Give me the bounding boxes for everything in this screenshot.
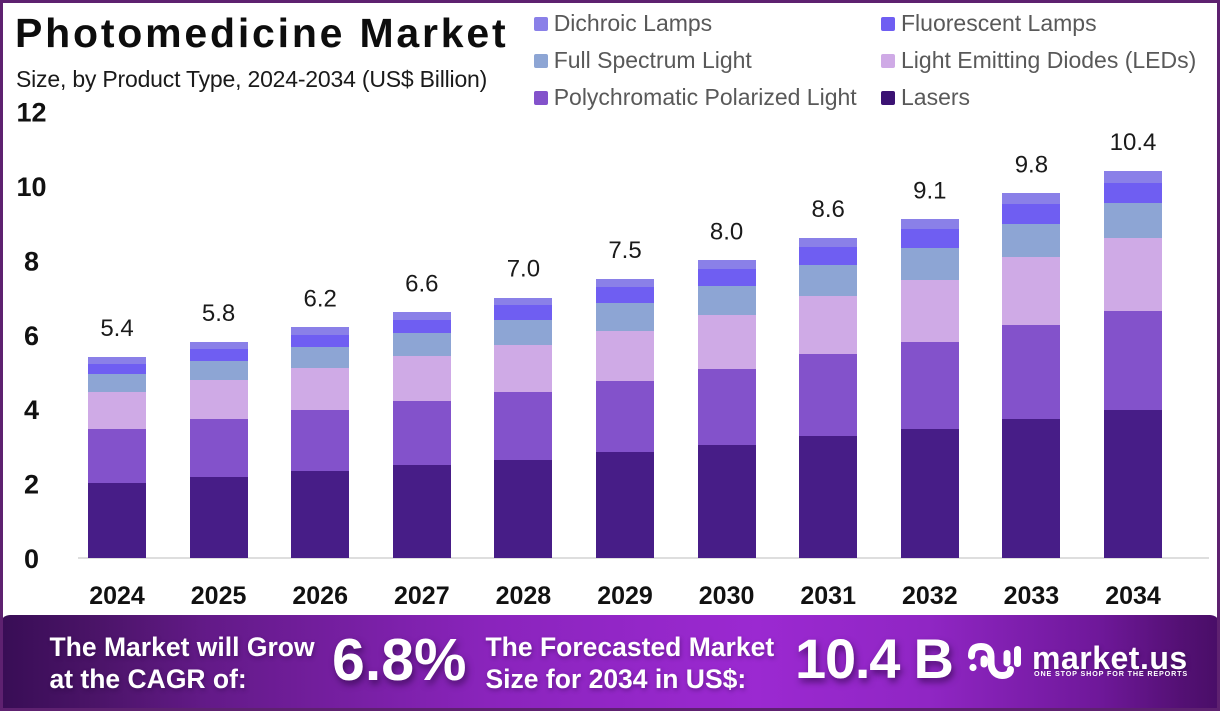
svg-text:10.4: 10.4 <box>1110 129 1157 156</box>
svg-text:2028: 2028 <box>496 582 552 610</box>
svg-text:0: 0 <box>24 544 39 574</box>
svg-text:2027: 2027 <box>394 582 450 610</box>
svg-text:2026: 2026 <box>292 582 348 610</box>
svg-text:2032: 2032 <box>902 582 958 610</box>
svg-text:6.6: 6.6 <box>405 271 438 298</box>
svg-text:8.6: 8.6 <box>812 196 845 223</box>
svg-text:2034: 2034 <box>1105 582 1161 610</box>
svg-text:6.2: 6.2 <box>304 285 337 312</box>
svg-text:10: 10 <box>16 172 46 202</box>
svg-text:9.8: 9.8 <box>1015 151 1048 178</box>
svg-text:2025: 2025 <box>191 582 247 610</box>
svg-text:5.4: 5.4 <box>100 315 133 342</box>
svg-text:7.0: 7.0 <box>507 256 540 283</box>
svg-text:7.5: 7.5 <box>608 237 641 264</box>
svg-text:2: 2 <box>24 470 39 500</box>
svg-text:5.8: 5.8 <box>202 300 235 327</box>
svg-text:12: 12 <box>16 98 46 128</box>
svg-text:2030: 2030 <box>699 582 755 610</box>
svg-text:4: 4 <box>24 395 39 425</box>
svg-text:9.1: 9.1 <box>913 178 946 205</box>
svg-text:2029: 2029 <box>597 582 653 610</box>
svg-text:8: 8 <box>24 246 39 276</box>
svg-text:6: 6 <box>24 321 39 351</box>
svg-text:2031: 2031 <box>800 582 856 610</box>
svg-text:8.0: 8.0 <box>710 218 743 245</box>
svg-text:2024: 2024 <box>89 582 145 610</box>
svg-text:2033: 2033 <box>1004 582 1060 610</box>
